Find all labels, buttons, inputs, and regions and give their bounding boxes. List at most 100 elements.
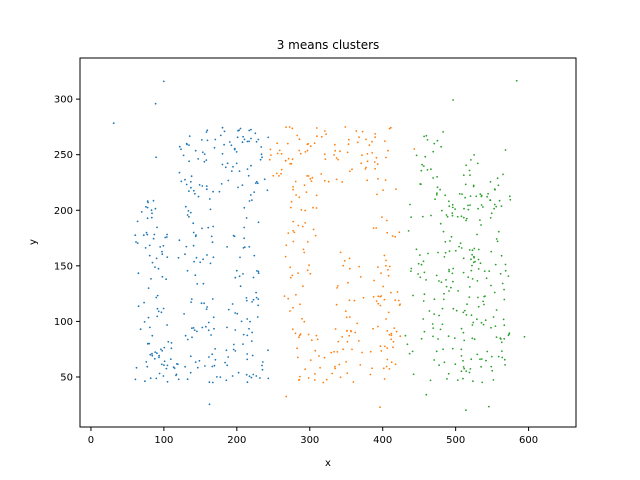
scatter-point-series-2: [287, 232, 290, 235]
scatter-point-series-3: [410, 270, 412, 272]
scatter-point-series-2: [395, 330, 398, 333]
scatter-point-series-2: [365, 166, 367, 169]
scatter-point-series-2: [275, 172, 278, 175]
scatter-point-series-3: [421, 215, 424, 218]
scatter-point-series-1: [203, 153, 206, 156]
scatter-point-series-2: [385, 264, 387, 267]
scatter-point-series-2: [375, 300, 378, 302]
scatter-point-series-3: [480, 204, 483, 206]
scatter-point-series-2: [388, 333, 391, 336]
scatter-point-series-2: [295, 293, 297, 296]
scatter-point-series-1: [165, 236, 168, 238]
scatter-point-series-2: [385, 259, 387, 262]
scatter-point-series-1: [257, 298, 260, 300]
scatter-point-series-3: [487, 192, 489, 195]
scatter-point-series-3: [443, 256, 446, 258]
scatter-point-series-1: [231, 375, 234, 377]
scatter-point-series-2: [385, 318, 387, 320]
scatter-point-series-2: [342, 264, 345, 267]
scatter-point-series-2: [297, 272, 299, 274]
scatter-point-series-3: [423, 330, 426, 333]
scatter-point-series-1: [185, 183, 188, 186]
scatter-point-series-1: [239, 127, 242, 130]
scatter-point-series-1: [255, 375, 258, 377]
scatter-point-series-1: [247, 174, 250, 177]
scatter-point-series-1: [201, 151, 204, 154]
scatter-point-series-1: [150, 278, 152, 280]
scatter-point-series-1: [226, 162, 229, 165]
scatter-point-series-1: [184, 205, 187, 208]
scatter-point-series-1: [165, 278, 168, 281]
scatter-point-series-1: [156, 226, 158, 229]
scatter-point-series-2: [316, 135, 318, 138]
scatter-point-series-1: [162, 244, 165, 247]
scatter-point-series-2: [388, 265, 391, 268]
scatter-point-series-2: [333, 143, 336, 146]
scatter-point-series-3: [497, 355, 500, 358]
scatter-point-series-2: [313, 379, 316, 381]
scatter-point-series-3: [471, 264, 473, 267]
scatter-point-series-3: [488, 270, 491, 272]
scatter-point-series-1: [192, 222, 195, 225]
scatter-point-series-1: [142, 234, 145, 237]
scatter-point-series-1: [143, 301, 146, 304]
scatter-point-series-3: [451, 206, 454, 209]
scatter-point-series-2: [394, 235, 397, 238]
scatter-point-series-1: [145, 231, 148, 234]
scatter-point-series-3: [477, 305, 480, 308]
scatter-point-series-1: [150, 216, 153, 219]
scatter-point-series-1: [145, 205, 147, 208]
scatter-point-series-3: [441, 307, 444, 310]
scatter-point-series-3: [501, 356, 504, 359]
scatter-point-series-2: [343, 259, 346, 262]
scatter-point-series-3: [412, 294, 414, 297]
scatter-point-series-2: [295, 194, 297, 196]
scatter-point-series-3: [465, 219, 467, 222]
scatter-point-series-1: [203, 302, 206, 305]
scatter-point-series-1: [267, 377, 270, 380]
scatter-point-series-3: [470, 269, 473, 272]
scatter-point-series-1: [135, 241, 137, 243]
scatter-point-series-2: [376, 193, 378, 196]
scatter-point-series-1: [154, 351, 157, 353]
scatter-point-series-1: [205, 185, 208, 188]
scatter-point-series-2: [315, 334, 318, 337]
scatter-point-series-2: [339, 150, 341, 153]
scatter-point-series-3: [460, 215, 463, 218]
scatter-point-series-1: [195, 256, 198, 259]
scatter-point-series-3: [463, 367, 466, 370]
scatter-point-series-2: [306, 149, 309, 152]
scatter-point-series-1: [192, 244, 195, 247]
scatter-point-series-2: [302, 285, 304, 287]
scatter-point-series-3: [438, 314, 440, 317]
y-tick-label: 200: [54, 206, 73, 217]
scatter-point-series-2: [377, 295, 380, 298]
scatter-point-series-1: [212, 256, 215, 259]
scatter-point-series-3: [465, 370, 468, 373]
scatter-point-series-3: [469, 174, 471, 177]
scatter-point-series-1: [242, 343, 244, 345]
scatter-point-series-3: [421, 163, 423, 166]
scatter-point-series-1: [136, 220, 139, 223]
scatter-point-series-1: [153, 357, 156, 360]
scatter-point-series-2: [296, 356, 299, 359]
scatter-point-series-2: [307, 175, 310, 177]
scatter-point-series-3: [473, 255, 475, 258]
scatter-point-series-1: [148, 254, 151, 257]
scatter-point-series-3: [436, 192, 438, 195]
scatter-point-series-1: [226, 364, 229, 367]
scatter-point-series-1: [165, 367, 168, 370]
scatter-point-series-1: [255, 180, 258, 183]
scatter-point-series-1: [149, 377, 152, 380]
scatter-point-series-1: [177, 378, 180, 381]
scatter-point-series-2: [286, 142, 289, 145]
scatter-point-series-1: [245, 297, 248, 299]
scatter-point-series-3: [494, 188, 496, 191]
scatter-point-series-1: [160, 311, 163, 314]
scatter-point-series-3: [468, 249, 471, 251]
scatter-point-series-1: [211, 381, 214, 384]
scatter-point-series-2: [372, 227, 375, 230]
scatter-point-series-1: [199, 261, 202, 264]
scatter-point-series-3: [470, 159, 472, 161]
scatter-point-series-2: [366, 153, 369, 155]
